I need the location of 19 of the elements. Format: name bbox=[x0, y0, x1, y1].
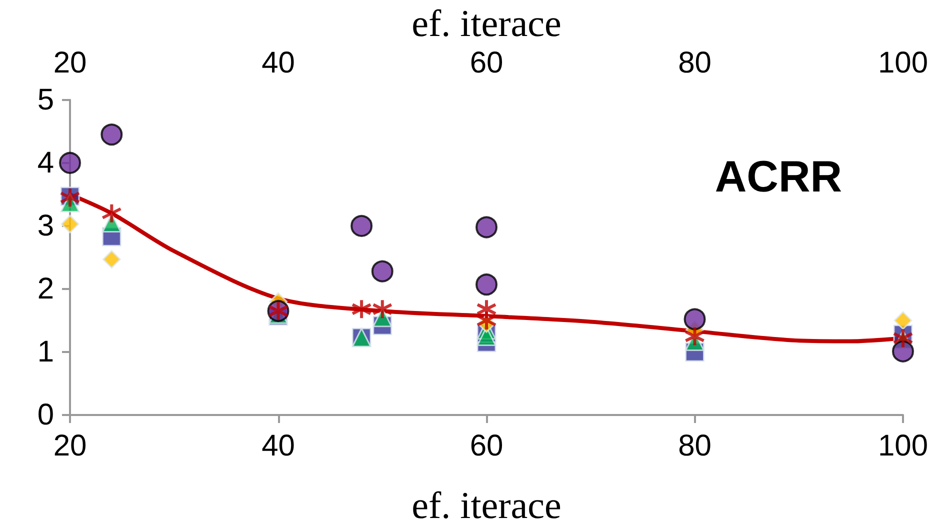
x-tick-label: 40 bbox=[262, 46, 295, 80]
y-tick-label: 0 bbox=[37, 398, 54, 432]
x-tick-label: 100 bbox=[878, 46, 928, 80]
x2-axis-title: ef. iterace bbox=[412, 3, 562, 45]
x-tick-label: 80 bbox=[678, 46, 712, 80]
annotation: ACRR bbox=[714, 152, 842, 202]
x2-tick-label: 60 bbox=[470, 430, 504, 462]
y-tick-label: 1 bbox=[37, 335, 54, 368]
y-tick-label: 3 bbox=[37, 209, 54, 242]
x-tick-label: 20 bbox=[53, 46, 87, 80]
x2-tick-label: 80 bbox=[678, 430, 712, 462]
x2-tick-label: 40 bbox=[262, 430, 295, 462]
x2-tick-label: 20 bbox=[53, 430, 87, 462]
x-axis-title: ef. iterace bbox=[412, 485, 562, 527]
x2-tick-label: 100 bbox=[878, 430, 928, 462]
y-tick-label: 4 bbox=[37, 146, 54, 180]
y-tick-label: 5 bbox=[37, 83, 54, 116]
y-tick-label: 2 bbox=[37, 272, 54, 306]
x-tick-label: 60 bbox=[470, 46, 504, 80]
